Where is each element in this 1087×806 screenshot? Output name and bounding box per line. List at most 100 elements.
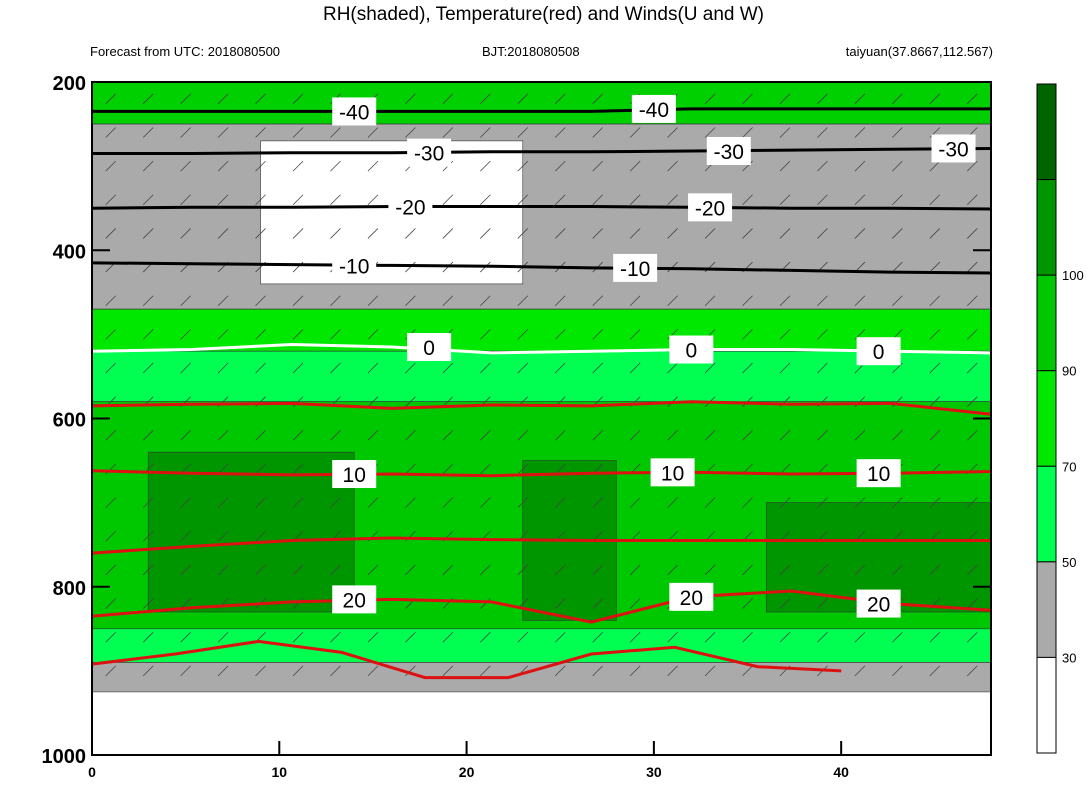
wind-barb	[255, 564, 266, 576]
contour-label: -30	[714, 141, 744, 164]
wind-barb	[742, 631, 753, 643]
contour-label: -20	[395, 197, 425, 220]
wind-barb	[517, 497, 529, 508]
wind-barb	[517, 631, 529, 643]
wind-barb	[592, 194, 603, 206]
wind-barb	[742, 160, 753, 172]
wind-barb	[142, 530, 154, 542]
contour-label: -30	[938, 138, 968, 161]
wind-barb	[255, 329, 266, 340]
wind-barb	[480, 194, 491, 206]
wind-barb	[929, 396, 941, 407]
isotherm-line-1	[91, 536, 991, 555]
wind-barb	[180, 564, 191, 576]
wind-barb	[966, 295, 978, 307]
temperature-contour--40	[92, 107, 991, 113]
wind-barb	[442, 430, 454, 441]
wind-barb	[292, 93, 304, 105]
wind-barb	[742, 329, 753, 340]
wind-barb	[442, 295, 454, 307]
wind-barb	[779, 430, 791, 441]
wind-barb	[405, 631, 416, 643]
wind-barb	[217, 530, 229, 542]
wind-barb	[292, 228, 304, 239]
wind-barb	[517, 362, 529, 374]
wind-barb	[704, 93, 716, 105]
wind-barb	[742, 665, 753, 677]
y-tick-label: 600	[53, 410, 86, 432]
wind-barb	[929, 665, 941, 677]
wind-barb	[667, 497, 678, 508]
wind-barb	[142, 362, 154, 374]
contour-label-box	[332, 251, 377, 280]
wind-barb	[817, 329, 828, 340]
contour-label: 0	[685, 340, 697, 363]
wind-barb	[554, 127, 566, 138]
wind-barb	[105, 160, 117, 172]
wind-barb	[817, 93, 828, 105]
wind-barb	[217, 564, 229, 576]
wind-barb	[892, 430, 903, 441]
wind-barb	[442, 564, 454, 576]
wind-barb	[592, 160, 603, 172]
wind-barb	[892, 497, 903, 508]
wind-barb	[966, 160, 978, 172]
forecast-subtitle: Forecast from UTC: 2018080500	[90, 44, 281, 59]
wind-barb	[779, 329, 791, 340]
wind-barb	[255, 228, 266, 239]
wind-barb	[817, 194, 828, 206]
wind-barb	[629, 194, 641, 206]
wind-barb	[742, 362, 753, 374]
contour-label-box	[931, 134, 976, 163]
contour-label-box	[856, 589, 901, 618]
wind-barb	[554, 362, 566, 374]
wind-barb	[592, 127, 603, 138]
contour-label-box	[650, 458, 695, 487]
wind-barb	[742, 564, 753, 576]
wind-barb	[892, 665, 903, 677]
wind-barb	[217, 497, 229, 508]
wind-barb	[330, 430, 341, 441]
wind-barb	[817, 497, 828, 508]
wind-barb	[292, 295, 304, 307]
contour-label: 20	[343, 589, 366, 612]
wind-barb	[966, 665, 978, 677]
wind-barb	[255, 497, 266, 508]
wind-barb	[667, 160, 678, 172]
wind-barb	[405, 362, 416, 374]
contour-label: 10	[867, 463, 890, 486]
wind-barb	[405, 127, 416, 138]
wind-barb	[105, 362, 117, 374]
wind-barb	[405, 463, 416, 475]
wind-barb	[142, 598, 154, 609]
wind-barb	[217, 665, 229, 677]
wind-barb	[367, 631, 379, 643]
wind-barb	[330, 497, 341, 508]
wind-barb	[405, 261, 416, 273]
wind-barb	[704, 430, 716, 441]
wind-barb	[817, 631, 828, 643]
wind-barb	[255, 362, 266, 374]
wind-barb	[667, 228, 678, 239]
wind-barb	[892, 362, 903, 374]
wind-barb	[105, 665, 117, 677]
wind-barb	[929, 160, 941, 172]
wind-barb	[929, 564, 941, 576]
wind-barb	[405, 228, 416, 239]
wind-barb	[142, 665, 154, 677]
wind-barb	[517, 228, 529, 239]
station-subtitle: taiyuan(37.8667,112.567)	[845, 44, 993, 59]
wind-barb	[892, 631, 903, 643]
wind-barb	[779, 631, 791, 643]
x-tick-label: 20	[459, 764, 475, 780]
wind-barb	[929, 261, 941, 273]
wind-barb	[217, 329, 229, 340]
wind-barb	[517, 194, 529, 206]
wind-barb	[405, 93, 416, 105]
wind-barb	[442, 362, 454, 374]
wind-barb	[667, 194, 678, 206]
colorbar-swatch	[1036, 656, 1057, 754]
wind-barb	[629, 430, 641, 441]
wind-barb	[929, 362, 941, 374]
